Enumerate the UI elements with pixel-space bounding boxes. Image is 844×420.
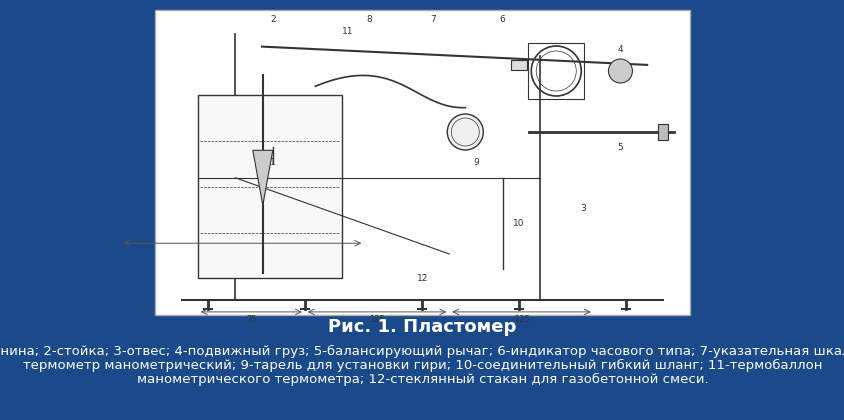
Bar <box>528 43 583 99</box>
Text: 75: 75 <box>246 315 257 324</box>
Text: 5: 5 <box>617 143 623 152</box>
Text: термометр манометрический; 9-тарель для установки гири; 10-соединительный гибкий: термометр манометрический; 9-тарель для … <box>23 359 821 372</box>
Text: 3: 3 <box>580 204 585 213</box>
Text: 8: 8 <box>365 15 371 24</box>
Text: 12: 12 <box>416 274 428 283</box>
Text: манометрического термометра; 12-стеклянный стакан для газобетонной смеси.: манометрического термометра; 12-стеклянн… <box>137 373 707 386</box>
Text: 6: 6 <box>500 15 505 24</box>
Text: 10: 10 <box>512 219 524 228</box>
Circle shape <box>446 114 483 150</box>
Text: 125: 125 <box>369 315 385 324</box>
Text: 4: 4 <box>617 45 623 54</box>
Circle shape <box>608 59 631 83</box>
Text: 9: 9 <box>473 158 479 167</box>
Text: 11: 11 <box>342 27 353 36</box>
Text: Рис. 1. Пластомер: Рис. 1. Пластомер <box>328 318 516 336</box>
Text: 7: 7 <box>430 15 436 24</box>
Text: 125: 125 <box>513 315 528 324</box>
Text: 1: 1 <box>269 158 275 167</box>
Bar <box>510 60 526 70</box>
Bar <box>154 10 690 315</box>
Text: 1-станина; 2-стойка; 3-отвес; 4-подвижный груз; 5-балансирующий рычаг; 6-индикат: 1-станина; 2-стойка; 3-отвес; 4-подвижны… <box>0 345 844 358</box>
Polygon shape <box>252 150 273 205</box>
Bar <box>197 95 342 278</box>
Text: 2: 2 <box>269 15 275 24</box>
Bar <box>657 124 667 140</box>
